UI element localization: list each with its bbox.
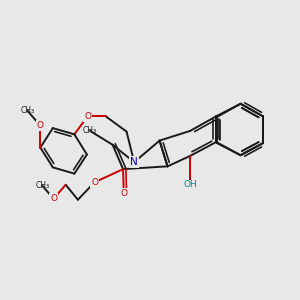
Text: O: O xyxy=(37,121,44,130)
Text: O: O xyxy=(91,178,98,187)
Text: CH₃: CH₃ xyxy=(20,106,34,115)
Text: CH₃: CH₃ xyxy=(35,181,50,190)
Text: CH₃: CH₃ xyxy=(83,126,97,135)
Text: O: O xyxy=(50,194,57,203)
Text: OH: OH xyxy=(183,180,197,189)
Text: O: O xyxy=(120,189,127,198)
Text: O: O xyxy=(84,112,91,121)
Text: N: N xyxy=(130,157,138,167)
